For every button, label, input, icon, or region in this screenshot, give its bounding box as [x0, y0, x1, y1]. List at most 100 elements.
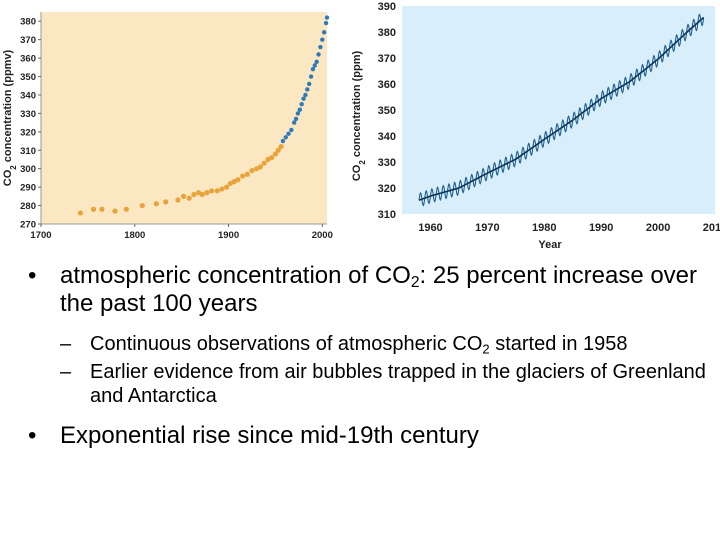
bullet-marker: •: [28, 262, 37, 289]
left-y-tick-label: 340: [20, 90, 36, 101]
subbullet-marker: –: [60, 361, 72, 383]
ice-core-point: [244, 171, 250, 177]
ice-core-point: [123, 206, 129, 212]
atmospheric-point: [280, 138, 286, 144]
right-x-tick-label: 2000: [646, 222, 670, 234]
left-y-tick-label: 350: [20, 72, 36, 83]
ice-core-point: [175, 197, 181, 203]
atmospheric-point: [289, 127, 294, 133]
ice-core-point: [191, 191, 197, 198]
ice-core-point: [214, 188, 220, 194]
right-y-tick-label: 350: [378, 105, 396, 117]
atmospheric-point: [293, 116, 299, 122]
ice-core-point: [269, 155, 275, 161]
left-y-tick-label: 320: [20, 127, 36, 138]
right-y-tick-label: 330: [378, 157, 396, 169]
atmospheric-point: [295, 111, 301, 116]
right-x-tick-label: 1990: [589, 222, 613, 234]
ice-core-point: [240, 173, 246, 179]
chart-left-svg: 270 280 290 300 310 320 330 340 350 360 370 380 170…: [2, 12, 333, 241]
right-y-tick-label: 360: [378, 79, 396, 91]
left-y-tick-label: 360: [20, 54, 36, 65]
right-x-tick-label: 1970: [475, 222, 499, 234]
right-x-tick-label: 1980: [532, 222, 556, 234]
ice-core-point: [180, 193, 187, 199]
annual-trend-line: [418, 16, 705, 201]
bullet-co2-increase: • atmospheric concentration of CO2: 25 p…: [28, 262, 698, 317]
ice-core-point: [77, 210, 83, 216]
atmospheric-point: [283, 135, 288, 140]
subbullet-marker: –: [60, 333, 72, 355]
right-y-axis-label: CO2 concentration (ppm): [351, 50, 367, 181]
ice-core-point: [139, 202, 145, 209]
plot-area-right: [402, 6, 715, 214]
atmospheric-point: [301, 96, 306, 101]
ice-core-point: [204, 190, 210, 196]
atmospheric-point: [308, 74, 314, 79]
atmospheric-point: [320, 37, 325, 42]
bullet-exponential-rise: • Exponential rise since mid-19th centur…: [28, 422, 479, 449]
ice-core-point: [272, 151, 279, 157]
ice-core-point: [209, 188, 215, 194]
ice-core-point: [99, 206, 105, 212]
atmospheric-point: [324, 15, 330, 20]
right-y-tick-label: 310: [378, 209, 396, 221]
ice-core-point: [186, 195, 192, 201]
plot-area-left: [41, 12, 327, 224]
atmospheric-point: [314, 59, 319, 64]
atmospheric-point: [297, 107, 303, 112]
left-x-tick-label: 1900: [218, 230, 239, 241]
left-y-axis-label: CO2 concentration (ppmv): [2, 49, 18, 186]
chart-right-svg: 310 320 330 340 350 360 370 380 390 1960 1970 1980…: [351, 1, 720, 251]
right-x-tick-label: 1960: [418, 222, 442, 234]
left-y-tick-label: 300: [20, 164, 36, 175]
right-y-tick-label: 380: [378, 27, 396, 39]
right-y-tick-label: 320: [378, 183, 396, 195]
atmospheric-point: [310, 66, 316, 72]
ice-core-point: [219, 186, 225, 192]
left-y-tick-label: 280: [20, 201, 36, 212]
left-x-tick-label: 1800: [124, 230, 145, 241]
left-y-tick-label: 370: [20, 35, 36, 46]
bullet-marker: •: [28, 422, 37, 449]
atmospheric-point: [323, 20, 329, 26]
atmospheric-point: [286, 131, 291, 136]
ice-core-point: [257, 164, 264, 170]
ice-core-point: [90, 206, 97, 212]
ice-core-point: [163, 199, 169, 205]
subbullet-earlier-evidence: – Earlier evidence from air bubbles trap…: [60, 361, 706, 407]
ice-core-point: [261, 160, 267, 166]
ice-core-point: [199, 191, 205, 198]
atmospheric-point: [291, 120, 297, 125]
atmospheric-point: [299, 101, 304, 107]
right-y-tick-label: 370: [378, 53, 396, 65]
atmospheric-point: [303, 92, 308, 98]
ice-core-point: [275, 147, 281, 153]
ice-core-point: [278, 143, 284, 150]
ice-core-point: [153, 201, 159, 207]
left-x-tick-label: 1700: [30, 230, 51, 241]
atmospheric-point: [321, 30, 327, 35]
ice-core-point: [224, 184, 230, 190]
left-y-tick-label: 290: [20, 183, 36, 194]
left-x-tick-label: 2000: [312, 230, 333, 241]
left-y-tick-label: 330: [20, 109, 36, 120]
left-y-tick-label: 310: [20, 146, 36, 157]
chart-ice-core-record: 270 280 290 300 310 320 330 340 350 360 370 380 170…: [0, 0, 340, 245]
ice-core-point: [249, 167, 255, 174]
ice-core-point: [235, 177, 241, 183]
right-x-axis-label: Year: [538, 239, 562, 251]
atmospheric-point: [318, 44, 323, 50]
atmospheric-point: [305, 87, 310, 92]
atmospheric-point: [306, 81, 312, 87]
atmospheric-point: [316, 52, 321, 57]
right-y-tick-label: 390: [378, 1, 396, 13]
right-y-tick-label: 340: [378, 131, 396, 143]
chart-mauna-loa-record: 310 320 330 340 350 360 370 380 390 1960 1970 1980…: [340, 0, 720, 255]
right-x-tick-label: 2010: [703, 222, 720, 234]
bullet-list: • atmospheric concentration of CO2: 25 p…: [28, 262, 708, 464]
left-y-tick-label: 270: [20, 220, 36, 231]
subbullet-continuous-observations: – Continuous observations of atmospheric…: [60, 333, 628, 357]
atmospheric-point: [312, 63, 318, 68]
left-y-tick-label: 380: [20, 17, 36, 28]
